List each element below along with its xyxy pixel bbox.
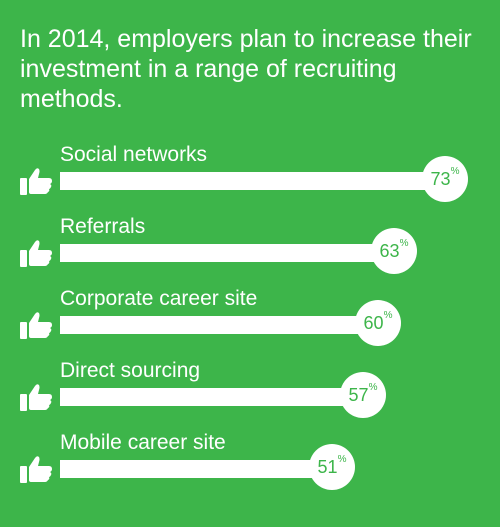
bar-row: Direct sourcing 57% (0, 359, 500, 431)
bar (60, 316, 368, 334)
value-bubble: 57% (340, 372, 386, 418)
percent-sign: % (450, 166, 460, 177)
value-bubble: 63% (371, 228, 417, 274)
bar-row: Referrals 63% (0, 215, 500, 287)
category-label: Referrals (60, 215, 146, 238)
percent-sign: % (368, 382, 378, 393)
percent-sign: % (337, 454, 347, 465)
value-bubble: 60% (355, 300, 401, 346)
thumbs-up-icon (20, 456, 52, 483)
value-label: 57 (348, 385, 369, 405)
category-label: Social networks (60, 143, 208, 166)
bar (60, 388, 353, 406)
bar (60, 244, 384, 262)
thumbs-up-icon (20, 240, 52, 267)
bar (60, 460, 322, 478)
category-label: Direct sourcing (60, 359, 201, 382)
value-label: 51 (317, 457, 338, 477)
chart-title: In 2014, employers plan to increase thei… (20, 25, 472, 113)
percent-sign: % (383, 310, 393, 321)
bar-row: Corporate career site 60% (0, 287, 500, 359)
thumbs-up-icon (20, 312, 52, 339)
category-label: Mobile career site (60, 431, 226, 454)
bar (60, 172, 435, 190)
value-bubble: 51% (309, 444, 355, 490)
value-label: 73 (430, 169, 451, 189)
bar-row: Social networks 73% (0, 143, 500, 215)
value-label: 60 (363, 313, 384, 333)
percent-sign: % (399, 238, 409, 249)
thumbs-up-icon (20, 168, 52, 195)
thumbs-up-icon (20, 384, 52, 411)
category-label: Corporate career site (60, 287, 258, 310)
value-label: 63 (379, 241, 400, 261)
value-bubble: 73% (422, 156, 468, 202)
bar-row: Mobile career site 51% (0, 431, 500, 503)
